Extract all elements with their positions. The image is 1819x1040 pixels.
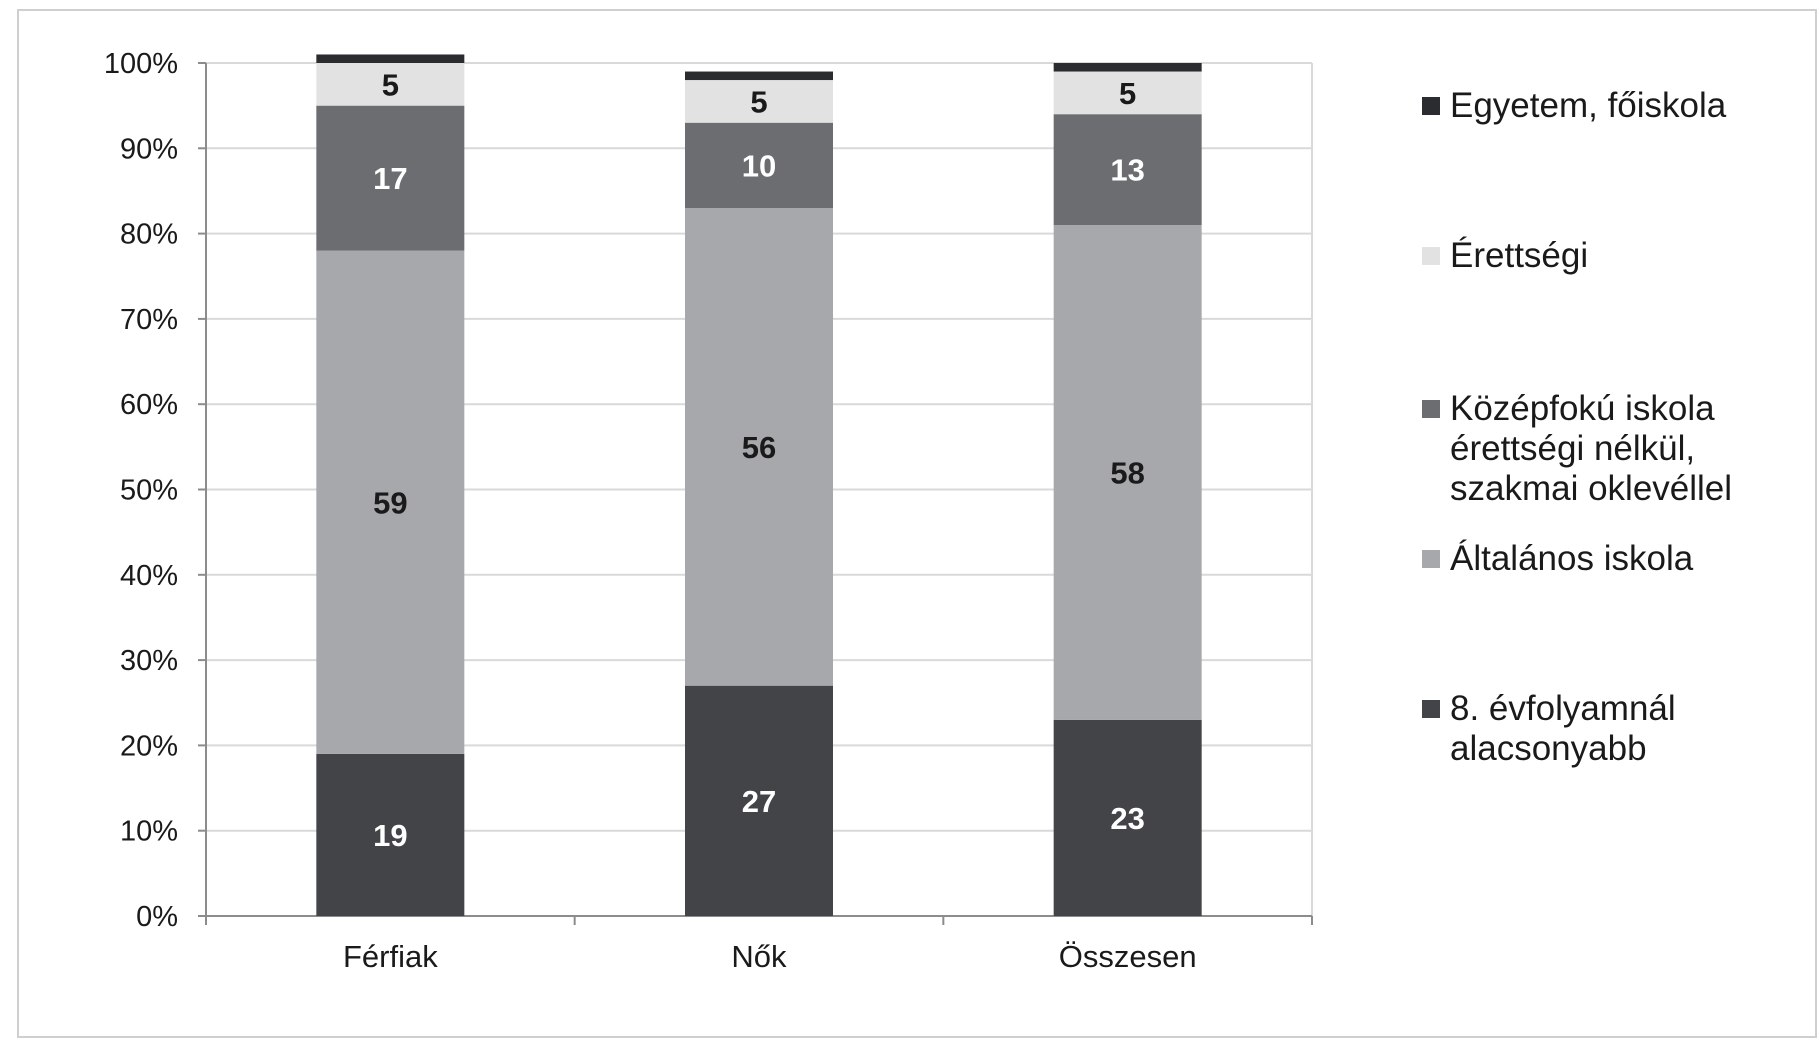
bar-segment [316, 54, 465, 63]
data-label: 58 [1110, 455, 1144, 490]
y-tick-label: 10% [120, 816, 178, 848]
legend-swatch [1422, 97, 1440, 115]
data-label: 5 [1119, 76, 1136, 111]
legend-label: Érettségi [1450, 236, 1589, 275]
bar-segment [1053, 71, 1202, 115]
bar-segment [685, 71, 833, 81]
y-tick-label: 70% [120, 304, 178, 336]
y-tick-label: 20% [120, 730, 178, 762]
legend-swatch [1422, 550, 1440, 568]
legend-label: 8. évfolyamnál alacsonyabb [1450, 689, 1676, 768]
legend-item: Általános iskola [1422, 539, 1693, 579]
bar-segment [1053, 63, 1202, 72]
legend-item: Egyetem, főiskola [1422, 86, 1726, 126]
bar-segment [685, 685, 833, 916]
bar-segment [685, 122, 833, 209]
y-tick-label: 60% [120, 389, 178, 421]
bar-segment [316, 753, 465, 916]
data-label: 59 [373, 485, 407, 520]
data-label: 13 [1110, 153, 1144, 188]
data-label: 19 [373, 818, 407, 853]
legend-swatch [1422, 700, 1440, 718]
data-label: 5 [750, 84, 767, 119]
y-tick-label: 90% [120, 133, 178, 165]
bar-segment [685, 80, 833, 123]
legend-item: Érettségi [1422, 236, 1588, 276]
legend: Egyetem, főiskola Érettségi Középfokú isko… [1422, 0, 1817, 1040]
data-label: 10 [742, 148, 776, 183]
legend-label: Általános iskola [1450, 539, 1694, 578]
data-label: 5 [382, 67, 399, 102]
legend-item: 8. évfolyamnál alacsonyabb [1422, 689, 1676, 769]
bar-segment [1053, 114, 1202, 226]
legend-swatch [1422, 400, 1440, 418]
bar-segment [316, 250, 465, 754]
x-category-label: Nők [731, 939, 787, 974]
bar-segment [316, 105, 465, 251]
y-tick-label: 100% [104, 48, 178, 80]
legend-label: Egyetem, főiskola [1450, 86, 1727, 125]
y-tick-label: 80% [120, 219, 178, 251]
bar-segment [685, 208, 833, 686]
legend-swatch [1422, 247, 1440, 265]
y-tick-label: 30% [120, 645, 178, 677]
data-label: 56 [742, 430, 776, 465]
x-category-label: Összesen [1059, 939, 1197, 974]
data-label: 27 [742, 784, 776, 819]
legend-item: Középfokú iskola érettségi nélkül, szakm… [1422, 389, 1732, 509]
y-tick-label: 0% [136, 901, 178, 933]
y-tick-label: 40% [120, 560, 178, 592]
bar-segment [316, 63, 465, 106]
data-label: 23 [1110, 801, 1144, 836]
bar-segment [1053, 719, 1202, 916]
y-tick-label: 50% [120, 475, 178, 507]
x-category-label: Férfiak [343, 939, 438, 974]
data-label: 17 [373, 161, 407, 196]
legend-label: Középfokú iskola érettségi nélkül, szakm… [1450, 389, 1733, 508]
bar-segment [1053, 225, 1202, 720]
